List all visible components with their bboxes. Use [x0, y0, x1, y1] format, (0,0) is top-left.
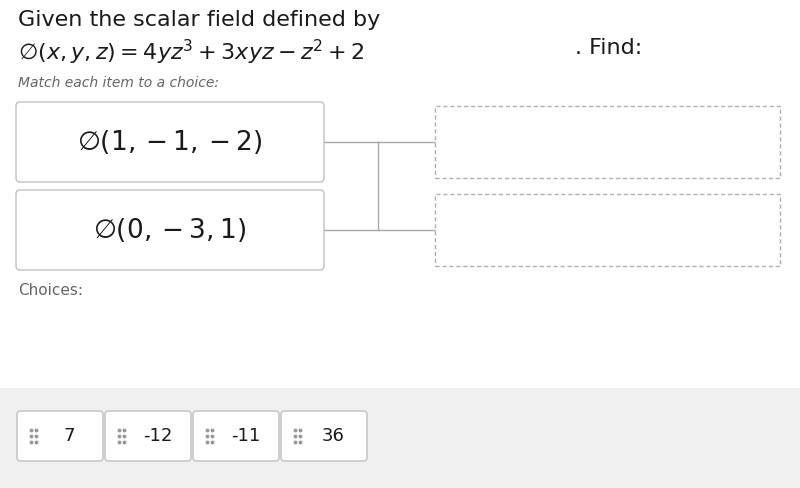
Text: Match each item to a choice:: Match each item to a choice:: [18, 76, 219, 90]
Text: 36: 36: [322, 427, 345, 445]
Text: 7: 7: [64, 427, 75, 445]
Text: $\varnothing(1, -1, -2)$: $\varnothing(1, -1, -2)$: [78, 128, 262, 156]
FancyBboxPatch shape: [16, 190, 324, 270]
Text: Given the scalar field defined by: Given the scalar field defined by: [18, 10, 380, 30]
FancyBboxPatch shape: [281, 411, 367, 461]
Text: . Find:: . Find:: [575, 38, 642, 58]
FancyBboxPatch shape: [193, 411, 279, 461]
Text: -12: -12: [143, 427, 172, 445]
FancyBboxPatch shape: [17, 411, 103, 461]
Text: $\varnothing(x, y, z) = 4yz^3 + 3xyz - z^2 + 2$: $\varnothing(x, y, z) = 4yz^3 + 3xyz - z…: [18, 38, 365, 67]
FancyBboxPatch shape: [16, 102, 324, 182]
FancyBboxPatch shape: [105, 411, 191, 461]
FancyBboxPatch shape: [435, 194, 780, 266]
Text: Choices:: Choices:: [18, 283, 83, 298]
Text: -11: -11: [231, 427, 260, 445]
FancyBboxPatch shape: [0, 388, 800, 488]
Text: $\varnothing(0, -3, 1)$: $\varnothing(0, -3, 1)$: [94, 216, 246, 244]
FancyBboxPatch shape: [435, 106, 780, 178]
